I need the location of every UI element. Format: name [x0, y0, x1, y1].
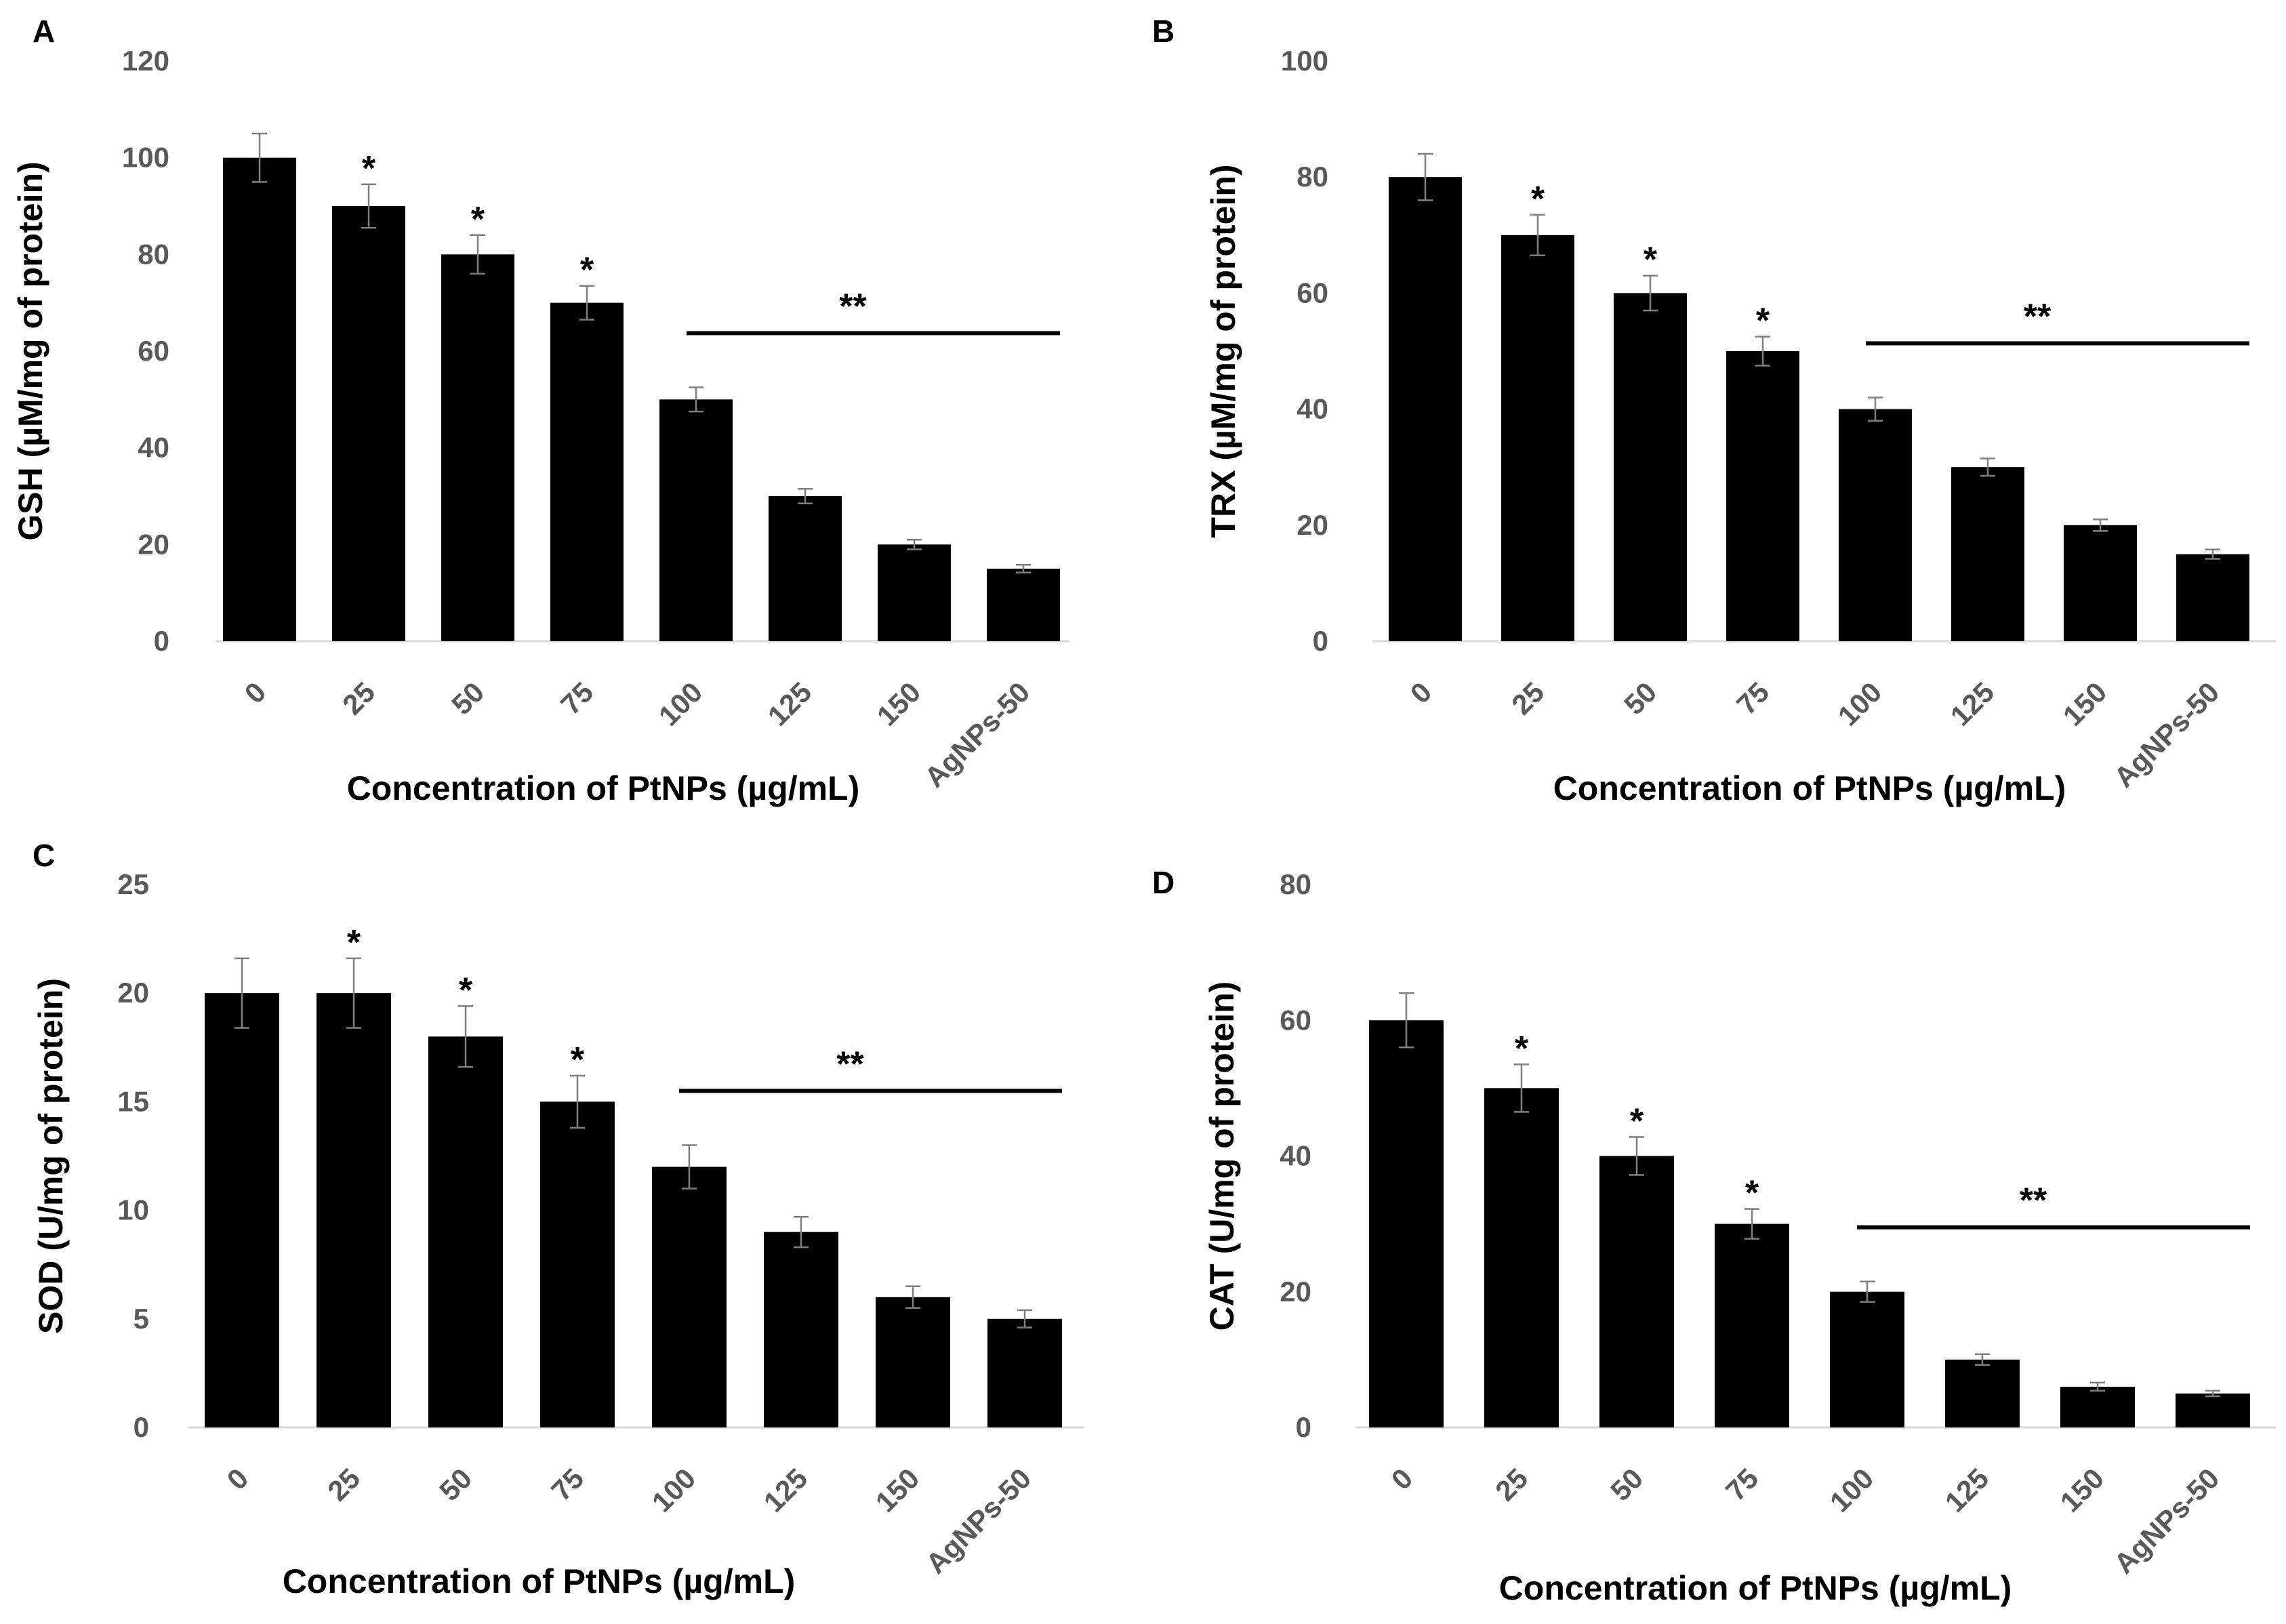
- bar: [2176, 554, 2249, 641]
- bar: [1501, 235, 1574, 641]
- bar: [223, 157, 296, 641]
- bar: [1830, 1291, 1904, 1427]
- bar: [1599, 1156, 1674, 1427]
- y-tick-label: 0: [1313, 625, 1328, 657]
- x-axis-title: Concentration of PtNPs (µg/mL): [347, 769, 860, 807]
- y-tick-label: 100: [122, 142, 169, 174]
- y-tick-label: 20: [138, 528, 169, 560]
- bar: [769, 496, 842, 641]
- bar: [540, 1101, 615, 1427]
- y-tick-label: 80: [1297, 161, 1328, 192]
- y-tick-label: 5: [134, 1303, 149, 1335]
- significance-marker: *: [1756, 302, 1770, 341]
- y-tick-label: 20: [1280, 1276, 1311, 1307]
- bar: [205, 993, 279, 1427]
- bar: [1839, 409, 1912, 641]
- y-tick-label: 15: [117, 1085, 149, 1117]
- bar: [1715, 1223, 1789, 1427]
- bar: [876, 1297, 950, 1427]
- bar: [1369, 1020, 1444, 1427]
- significance-bracket-label: **: [2020, 1181, 2047, 1221]
- bar: [2060, 1386, 2135, 1427]
- y-tick-label: 40: [138, 432, 169, 464]
- significance-marker: *: [1531, 180, 1545, 219]
- significance-marker: *: [1644, 241, 1658, 280]
- y-tick-label: 120: [122, 45, 169, 77]
- significance-marker: *: [362, 149, 376, 188]
- y-tick-label: 10: [117, 1194, 149, 1226]
- y-tick-label: 80: [138, 238, 169, 270]
- significance-bracket-label: **: [836, 1044, 864, 1084]
- y-tick-label: 40: [1297, 393, 1328, 425]
- bar: [317, 993, 391, 1427]
- bar: [987, 569, 1060, 641]
- y-tick-label: 0: [1296, 1411, 1311, 1443]
- bar: [1484, 1088, 1559, 1427]
- y-tick-label: 20: [1297, 509, 1328, 541]
- significance-marker: *: [580, 251, 594, 290]
- y-tick-label: 100: [1281, 45, 1328, 77]
- bar: [878, 544, 951, 641]
- bar: [1951, 467, 2024, 641]
- y-tick-label: 25: [117, 868, 149, 900]
- significance-marker: *: [471, 200, 485, 239]
- bar: [428, 1036, 503, 1427]
- x-axis-title: Concentration of PtNPs (µg/mL): [1553, 769, 2066, 807]
- y-tick-label: 0: [154, 625, 169, 657]
- y-tick-label: 60: [1297, 277, 1328, 308]
- y-axis-title: SOD (U/mg of protein): [32, 978, 70, 1334]
- significance-marker: *: [459, 971, 473, 1010]
- bar: [2064, 525, 2137, 641]
- bar: [987, 1318, 1062, 1427]
- panel-letter: A: [33, 14, 55, 49]
- bar: [652, 1166, 727, 1427]
- x-axis-title: Concentration of PtNPs (µg/mL): [1499, 1569, 2012, 1607]
- significance-bracket-label: **: [839, 287, 867, 327]
- panel-letter: D: [1152, 865, 1175, 900]
- significance-marker: *: [571, 1040, 585, 1080]
- bar: [2176, 1393, 2250, 1427]
- y-tick-label: 80: [1280, 868, 1311, 900]
- significance-marker: *: [347, 923, 361, 962]
- bar: [550, 302, 624, 641]
- y-tick-label: 0: [134, 1411, 149, 1443]
- y-axis-title: GSH (µM/mg of protein): [12, 161, 49, 540]
- panel-letter: C: [33, 838, 55, 873]
- bar: [764, 1232, 838, 1427]
- y-tick-label: 20: [117, 977, 149, 1009]
- x-axis-title: Concentration of PtNPs (µg/mL): [283, 1562, 796, 1600]
- bar: [1726, 351, 1799, 641]
- significance-marker: *: [1515, 1029, 1529, 1068]
- y-tick-label: 60: [138, 335, 169, 367]
- y-tick-label: 40: [1280, 1140, 1311, 1172]
- significance-bracket-label: **: [2024, 297, 2052, 336]
- bar: [441, 254, 514, 641]
- bar: [1945, 1359, 2020, 1427]
- panel-letter: B: [1152, 14, 1175, 49]
- y-axis-title: CAT (U/mg of protein): [1203, 981, 1241, 1331]
- bar: [1614, 293, 1687, 641]
- y-axis-title: TRX (µM/mg of protein): [1204, 165, 1242, 538]
- y-tick-label: 60: [1280, 1004, 1311, 1036]
- significance-marker: *: [1630, 1101, 1644, 1141]
- bar: [332, 206, 405, 641]
- bar: [659, 399, 733, 641]
- significance-marker: *: [1745, 1174, 1759, 1213]
- bar: [1389, 177, 1462, 641]
